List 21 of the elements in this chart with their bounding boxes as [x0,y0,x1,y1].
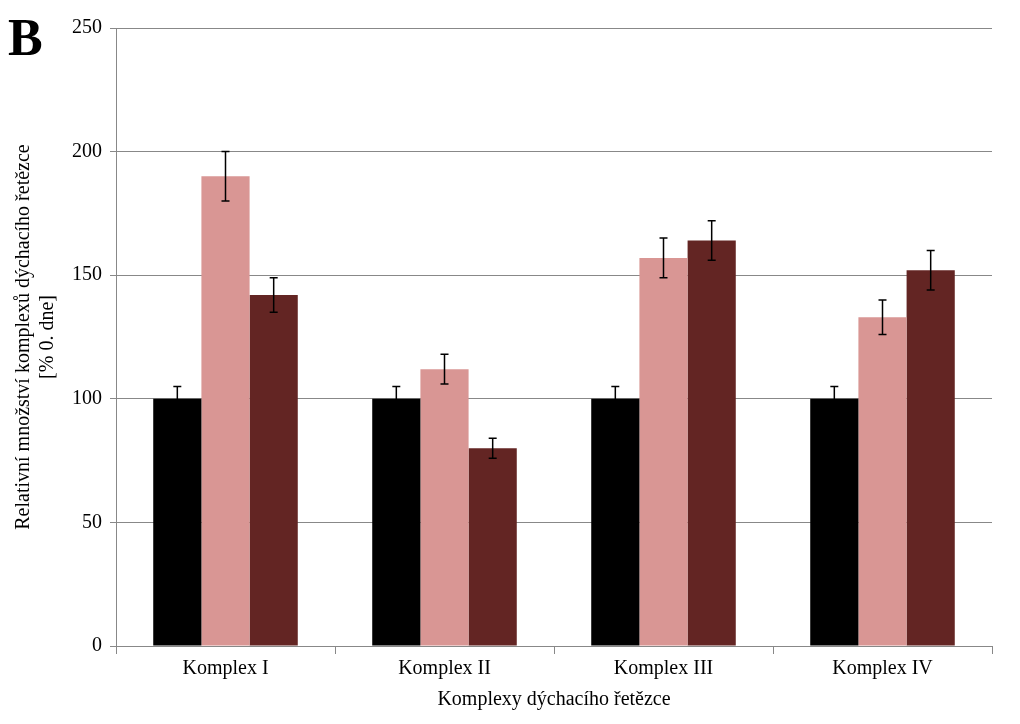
x-axis-title: Komplexy dýchacího řetězce [437,687,671,711]
bar [249,294,298,646]
bar [468,448,517,646]
x-tick-label: Komplex II [398,656,491,680]
x-tick-label: Komplex IV [832,656,934,680]
y-tick-label: 100 [72,386,102,409]
y-tick-label: 150 [72,262,102,285]
y-tick-label: 0 [92,633,102,656]
bar [687,240,736,646]
bar [906,270,955,646]
bar [201,176,250,646]
x-tick-label: Komplex I [182,656,269,680]
chart-title: B [8,8,43,68]
x-tick-label: Komplex III [613,656,714,680]
y-tick-label: 200 [72,138,102,161]
bar [858,317,907,646]
y-axis-title: Relativní množství komplexů dýchacího řetězce [% 0. dne] [11,144,58,530]
bar [420,369,469,646]
y-tick-label: 250 [72,15,102,38]
bar [639,257,688,646]
y-tick-label: 50 [82,509,102,532]
